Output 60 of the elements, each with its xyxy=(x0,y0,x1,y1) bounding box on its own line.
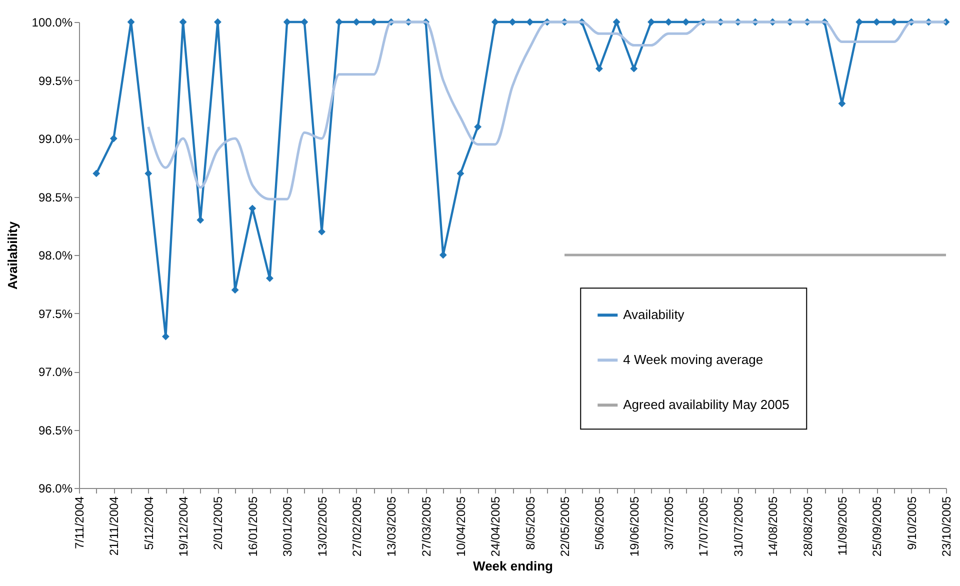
x-tick-label: 16/01/2005 xyxy=(246,496,260,557)
y-axis-title: Availability xyxy=(4,220,20,290)
point xyxy=(266,274,274,282)
x-tick-label: 31/07/2005 xyxy=(731,496,746,557)
y-tick-label: 97.0% xyxy=(38,365,73,379)
x-tick-label: 5/06/2005 xyxy=(592,496,607,550)
point xyxy=(630,64,638,72)
y-tick-label: 98.0% xyxy=(38,248,73,262)
point xyxy=(283,18,291,26)
y-tick-label: 96.5% xyxy=(38,423,73,438)
x-tick-label: 27/03/2005 xyxy=(419,496,434,557)
y-tick-label: 96.0% xyxy=(38,482,73,496)
x-tick-label: 13/02/2005 xyxy=(315,496,330,557)
point xyxy=(612,18,620,26)
point xyxy=(335,18,343,26)
x-tick-label: 23/10/2005 xyxy=(940,496,954,557)
point xyxy=(179,18,187,26)
x-tick-label: 19/06/2005 xyxy=(627,496,642,557)
x-tick-label: 3/07/2005 xyxy=(662,496,676,550)
x-tick-label: 9/10/2005 xyxy=(904,496,919,550)
x-tick-label: 22/05/2005 xyxy=(558,496,572,557)
x-tick-label: 14/08/2005 xyxy=(766,496,780,557)
x-tick-label: 19/12/2004 xyxy=(176,496,191,557)
point xyxy=(110,134,118,142)
legend-label: 4 Week moving average xyxy=(623,352,764,368)
point xyxy=(231,286,239,294)
x-tick-label: 13/03/2005 xyxy=(384,496,399,557)
x-tick-label: 30/01/2005 xyxy=(280,496,295,557)
point xyxy=(682,18,690,26)
point xyxy=(92,170,100,178)
x-tick-label: 11/09/2005 xyxy=(835,496,850,556)
point xyxy=(474,123,482,131)
x-tick-label: 21/11/2004 xyxy=(107,496,122,556)
legend-label: Agreed availability May 2005 xyxy=(623,397,790,412)
y-tick-label: 99.5% xyxy=(38,74,73,88)
x-tick-label: 5/12/2004 xyxy=(142,496,156,550)
x-axis-title: Week ending xyxy=(473,558,554,574)
x-tick-label: 24/04/2005 xyxy=(488,496,503,557)
point xyxy=(508,18,516,26)
point xyxy=(144,170,152,178)
x-tick-label: 7/11/2004 xyxy=(72,496,86,549)
x-tick-label: 17/07/2005 xyxy=(696,496,711,557)
point xyxy=(664,18,672,26)
y-tick-label: 99.0% xyxy=(38,132,73,146)
y-tick-label: 97.5% xyxy=(38,306,73,321)
x-tick-label: 10/04/2005 xyxy=(454,496,468,557)
point xyxy=(890,18,898,26)
x-tick-label: 25/09/2005 xyxy=(870,496,884,557)
x-tick-label: 28/08/2005 xyxy=(800,496,815,557)
point xyxy=(595,64,603,72)
point xyxy=(491,18,499,26)
point xyxy=(300,18,308,26)
x-tick-label: 27/02/2005 xyxy=(350,496,364,557)
point xyxy=(456,170,464,178)
y-tick-label: 100.0% xyxy=(32,16,73,30)
x-tick-label: 2/01/2005 xyxy=(211,496,226,550)
legend-label: Availability xyxy=(623,307,685,322)
point xyxy=(352,18,360,26)
x-tick-label: 8/05/2005 xyxy=(523,496,538,550)
y-tick-label: 98.5% xyxy=(38,190,73,204)
